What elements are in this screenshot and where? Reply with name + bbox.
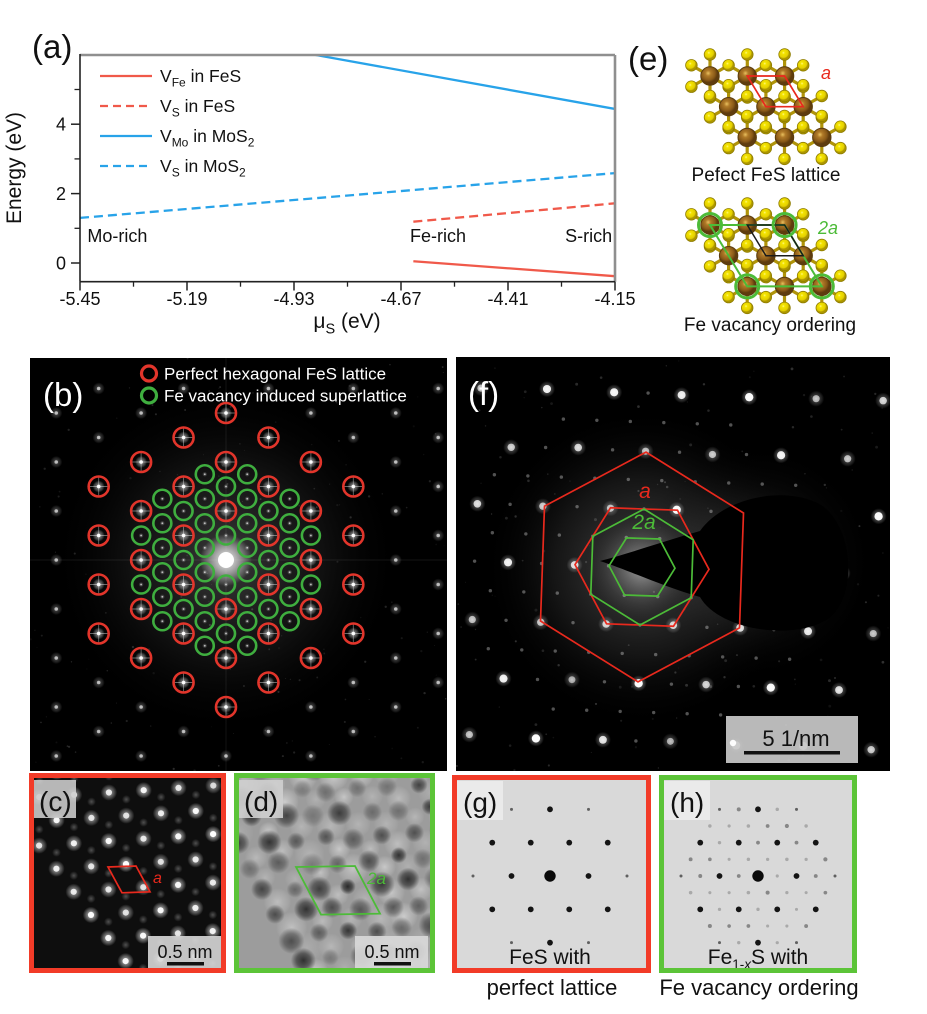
svg-text:(f): (f) (468, 375, 499, 412)
svg-text:FeS with: FeS with (509, 946, 591, 968)
svg-text:5 1/nm: 5 1/nm (762, 726, 829, 751)
x-axis-title: μS (eV) (313, 310, 380, 338)
svg-text:(g): (g) (463, 787, 497, 818)
svg-text:2a: 2a (366, 869, 386, 888)
fft-legend: Perfect hexagonal FeS lattice Fe vacancy … (139, 364, 407, 406)
svg-text:a: a (639, 480, 651, 503)
panel-b-fft-pattern: Perfect hexagonal FeS lattice Fe vacancy … (30, 358, 447, 771)
svg-text:a: a (821, 63, 831, 83)
svg-text:Mo-rich: Mo-rich (87, 226, 147, 246)
panel-e-lattice-models: a Pefect FeS lattice 2a Fe vacancy ordering… (628, 40, 856, 336)
pattern-dots (471, 806, 629, 946)
svg-text:VS in FeS: VS in FeS (160, 96, 235, 120)
s-atoms (685, 197, 847, 315)
panel-f-diffraction-pattern: a 2a 5 1/nm (f) (456, 357, 890, 771)
svg-text:(a): (a) (32, 28, 72, 65)
svg-text:Fe vacancy induced superlattic: Fe vacancy induced superlattice (164, 387, 407, 406)
svg-text:0.5 nm: 0.5 nm (157, 942, 212, 962)
svg-text:(d): (d) (244, 786, 278, 817)
svg-text:0: 0 (56, 254, 66, 274)
panel-g-caption-below: perfect lattice (486, 975, 618, 1000)
scale-bar: 0.5 nm (148, 936, 221, 968)
perfect-fes-lattice (685, 48, 847, 166)
panel-d-stem-image: 2a (d) 0.5 nm (239, 778, 430, 968)
fft-noise (30, 358, 447, 771)
fft-spots (50, 382, 445, 762)
panel-c-stem-frame: a (c) 0.5 nm (29, 773, 226, 973)
svg-text:(e): (e) (628, 40, 668, 77)
svg-text:2a: 2a (631, 511, 655, 534)
svg-text:-4.67: -4.67 (380, 289, 421, 309)
chart-lines (80, 54, 615, 278)
svg-text:Fe-rich: Fe-rich (410, 226, 466, 246)
panel-a-defect-energy-chart: -5.45 -5.19 -4.93 -4.67 -4.41 -4.15 0 2 4 μS (eV)… (3, 28, 636, 338)
green-hexagon-inner (608, 537, 676, 597)
panel-h-caption-below: Fe vacancy ordering (659, 975, 859, 1000)
svg-text:S-rich: S-rich (565, 226, 612, 246)
panel-g-simulated-pattern: (g) FeS with (457, 780, 646, 968)
svg-text:(c): (c) (39, 786, 72, 817)
red-hexagon-outer (539, 451, 745, 683)
pattern-dots (679, 806, 837, 946)
svg-text:-4.15: -4.15 (594, 289, 635, 309)
svg-text:-5.19: -5.19 (166, 289, 207, 309)
svg-text:0.5 nm: 0.5 nm (364, 942, 419, 962)
panel-h-simulation-frame: (h) Fe1-xS with (659, 775, 857, 973)
panel-c-stem-image: a (c) 0.5 nm (34, 778, 221, 968)
svg-text:2: 2 (56, 184, 66, 204)
svg-text:2a: 2a (817, 218, 838, 238)
chart-legend: VFe in FeS VS in FeS VMo in MoS2 VS in MoS2 (100, 66, 255, 180)
svg-text:Perfect hexagonal FeS lattice: Perfect hexagonal FeS lattice (164, 365, 386, 384)
svg-text:VMo in MoS2: VMo in MoS2 (160, 126, 255, 150)
panel-d-stem-frame: 2a (d) 0.5 nm (234, 773, 435, 973)
panel-g-simulation-frame: (g) FeS with (452, 775, 651, 973)
s-atoms (685, 48, 847, 166)
svg-text:(h): (h) (670, 787, 704, 818)
svg-text:-4.41: -4.41 (487, 289, 528, 309)
red-hexagon-inner (574, 506, 710, 628)
svg-text:-5.45: -5.45 (59, 289, 100, 309)
y-axis-title: Energy (eV) (3, 112, 26, 224)
scale-bar: 5 1/nm (726, 716, 858, 763)
svg-text:VFe in FeS: VFe in FeS (160, 66, 241, 90)
green-hexagon-outer (589, 508, 695, 626)
svg-text:-4.93: -4.93 (273, 289, 314, 309)
panel-h-simulated-pattern: (h) Fe1-xS with (664, 780, 852, 968)
scale-bar: 0.5 nm (355, 936, 428, 968)
svg-text:(b): (b) (43, 376, 83, 413)
chart-axes: -5.45 -5.19 -4.93 -4.67 -4.41 -4.15 0 2 4 (56, 53, 636, 309)
svg-text:Fe1-xS with: Fe1-xS with (708, 946, 808, 968)
svg-text:4: 4 (56, 115, 66, 135)
svg-text:VS in MoS2: VS in MoS2 (160, 156, 246, 180)
dark-blobs (239, 778, 430, 968)
svg-text:Fe vacancy ordering: Fe vacancy ordering (684, 315, 856, 336)
green-superlattice-circles (130, 463, 322, 657)
svg-text:a: a (153, 870, 162, 887)
svg-text:Pefect FeS lattice: Pefect FeS lattice (692, 165, 841, 186)
red-lattice-circles (87, 401, 365, 719)
